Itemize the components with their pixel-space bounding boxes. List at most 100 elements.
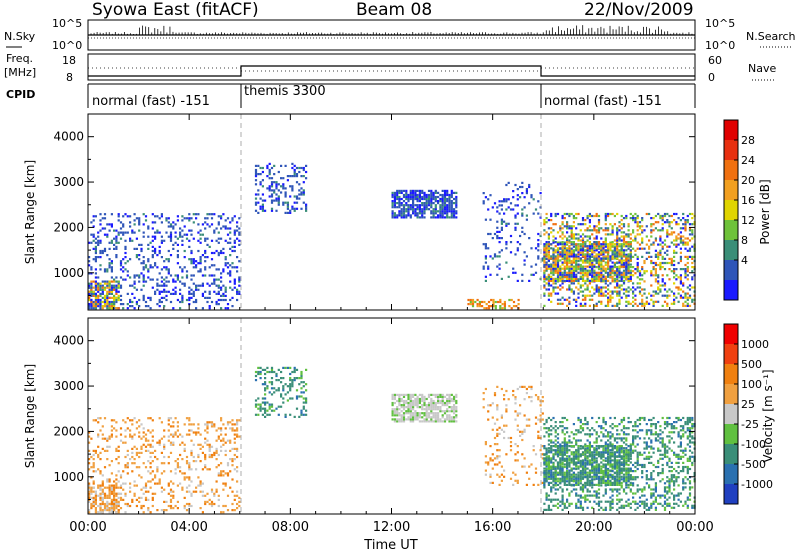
range-cell <box>556 271 560 274</box>
range-cell <box>537 430 540 433</box>
range-cell <box>604 249 607 252</box>
range-cell <box>190 504 193 508</box>
range-cell <box>147 443 150 446</box>
range-cell <box>183 447 186 450</box>
range-cell <box>169 417 173 420</box>
range-cell <box>412 412 415 415</box>
range-cell <box>97 421 100 424</box>
range-cell <box>492 303 495 306</box>
range-cell <box>106 437 109 440</box>
range-cell <box>185 298 189 302</box>
range-cell <box>138 298 141 302</box>
range-cell <box>113 419 116 422</box>
range-cell <box>90 241 93 244</box>
range-cell <box>632 300 635 303</box>
range-cell <box>270 181 274 184</box>
range-cell <box>455 206 458 209</box>
range-cell <box>591 274 594 277</box>
range-cell <box>393 408 396 411</box>
range-cell <box>220 215 223 218</box>
range-cell <box>602 241 605 244</box>
range-cell <box>236 449 239 452</box>
range-cell <box>547 288 550 291</box>
range-cell <box>550 214 553 218</box>
range-cell <box>94 249 97 253</box>
range-cell <box>103 270 107 273</box>
range-cell <box>668 261 671 265</box>
range-cell <box>133 280 136 283</box>
range-cell <box>400 197 403 201</box>
range-cell <box>566 271 569 274</box>
range-cell <box>99 417 102 420</box>
range-cell <box>140 243 143 246</box>
range-cell <box>396 189 399 192</box>
range-cell <box>432 193 435 197</box>
range-cell <box>188 290 191 293</box>
range-cell <box>172 225 175 228</box>
range-cell <box>604 255 607 258</box>
range-cell <box>298 183 301 186</box>
range-cell <box>266 385 269 388</box>
range-cell <box>133 276 136 279</box>
range-cell <box>691 278 694 281</box>
range-cell <box>110 223 113 226</box>
range-cell <box>151 227 154 230</box>
range-cell <box>514 459 517 462</box>
range-cell <box>686 298 689 301</box>
range-cell <box>448 200 451 203</box>
range-cell <box>257 397 260 400</box>
range-cell <box>591 233 594 236</box>
range-cell <box>545 492 548 495</box>
range-cell <box>659 268 662 271</box>
range-cell <box>607 212 610 216</box>
range-cell <box>579 302 582 305</box>
range-cell <box>210 445 214 448</box>
range-cell <box>521 279 524 282</box>
range-cell <box>607 243 610 246</box>
range-cell <box>597 290 601 293</box>
range-cell <box>620 245 623 248</box>
range-cell <box>126 466 129 469</box>
range-cell <box>204 221 207 224</box>
range-cell <box>115 286 118 289</box>
range-cell <box>673 255 676 258</box>
range-cell <box>106 478 109 481</box>
range-cell <box>110 435 113 438</box>
range-cell <box>597 292 601 295</box>
range-cell <box>654 239 657 242</box>
range-cell <box>140 507 143 510</box>
range-cell <box>90 282 93 285</box>
range-cell <box>199 447 202 450</box>
range-cell <box>613 214 616 218</box>
range-cell <box>119 492 123 495</box>
range-cell <box>229 439 232 442</box>
range-cell <box>620 263 623 266</box>
range-cell <box>641 225 644 228</box>
range-cell <box>512 305 516 308</box>
range-cell <box>638 274 642 277</box>
range-cell <box>135 498 138 501</box>
range-cell <box>220 288 223 291</box>
range-cell <box>165 294 168 297</box>
range-cell <box>231 464 234 467</box>
range-cell <box>645 225 648 228</box>
range-cell <box>517 307 520 310</box>
range-cell <box>446 393 449 396</box>
range-cell <box>503 303 506 306</box>
range-cell <box>396 195 399 199</box>
range-cell <box>448 397 451 401</box>
range-cell <box>160 221 163 224</box>
range-cell <box>119 260 123 263</box>
range-cell <box>602 275 605 278</box>
range-cell <box>106 233 109 236</box>
range-cell <box>183 449 186 452</box>
range-cell <box>579 304 582 307</box>
range-cell <box>391 195 394 199</box>
range-cell <box>561 237 564 240</box>
range-cell <box>498 204 501 207</box>
range-cell <box>280 370 283 374</box>
range-cell <box>412 399 415 403</box>
range-cell <box>129 458 132 461</box>
range-cell <box>286 211 289 214</box>
range-cell <box>570 235 573 238</box>
